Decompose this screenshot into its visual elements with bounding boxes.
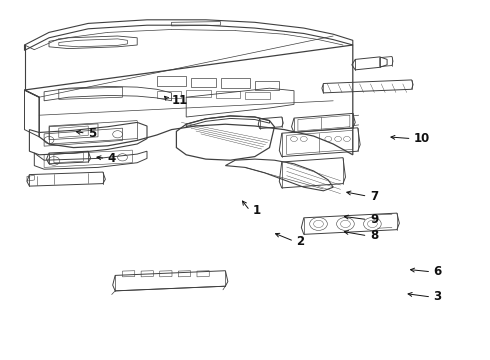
Text: 4: 4	[108, 152, 116, 165]
Text: 2: 2	[296, 235, 305, 248]
Text: 8: 8	[370, 229, 378, 242]
Text: 11: 11	[172, 94, 188, 107]
Text: 9: 9	[370, 213, 378, 226]
Text: 1: 1	[252, 204, 261, 217]
Text: 5: 5	[88, 127, 97, 140]
Text: 3: 3	[434, 291, 442, 303]
Text: 6: 6	[434, 265, 442, 278]
Text: 10: 10	[414, 132, 430, 145]
Text: 7: 7	[370, 190, 378, 203]
